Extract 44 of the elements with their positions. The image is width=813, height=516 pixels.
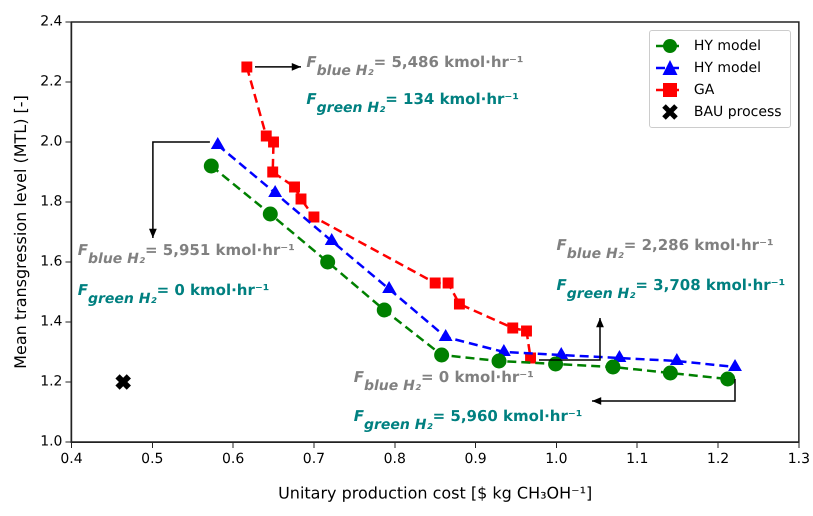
- x-tick-label: 0.9: [464, 451, 487, 468]
- x-tick-label: 0.7: [302, 451, 326, 468]
- point: [114, 373, 132, 391]
- y-tick-label: 2.4: [40, 14, 63, 30]
- x-tick-label: 0.4: [60, 451, 83, 468]
- x-tick-label: 0.5: [141, 451, 164, 468]
- legend-label: HY model: [694, 38, 761, 54]
- point: [376, 302, 392, 318]
- y-tick-label: 1.0: [40, 434, 62, 450]
- point: [442, 278, 454, 288]
- y-tick-label: 1.8: [40, 194, 62, 210]
- y-axis-title: Mean transgression level (MTL) [-]: [10, 95, 30, 369]
- y-tick-label: 2.0: [40, 134, 62, 150]
- point: [492, 354, 507, 368]
- point: [430, 278, 441, 288]
- point: [720, 372, 736, 386]
- point: [268, 136, 279, 148]
- legend-label: BAU process: [694, 104, 782, 120]
- point: [434, 348, 450, 362]
- point: [605, 360, 620, 374]
- point: [662, 366, 678, 380]
- point: [521, 326, 532, 336]
- point: [308, 212, 320, 222]
- x-tick-label: 0.6: [222, 451, 244, 468]
- x-tick-label: 0.8: [384, 451, 406, 468]
- x-tick-label: 1.3: [788, 451, 810, 468]
- y-tick-label: 2.2: [40, 74, 62, 90]
- point: [289, 182, 300, 192]
- y-tick-label: 1.4: [40, 314, 63, 330]
- y-tick-label: 1.6: [40, 254, 63, 270]
- y-tick-label: 1.2: [40, 374, 62, 390]
- point: [454, 298, 465, 310]
- x-tick-label: 1.2: [706, 451, 730, 468]
- legend-label: GA: [694, 82, 714, 98]
- legend-label: HY model: [694, 60, 761, 76]
- point: [507, 322, 518, 334]
- point: [296, 194, 306, 204]
- point: [262, 206, 278, 222]
- x-axis-title: Unitary production cost [$ kg CH₃OH⁻¹]: [278, 484, 592, 503]
- x-tick-label: 1.0: [545, 451, 568, 468]
- point: [267, 166, 278, 178]
- point: [320, 254, 336, 270]
- point: [241, 62, 252, 72]
- x-tick-label: 1.1: [626, 451, 648, 468]
